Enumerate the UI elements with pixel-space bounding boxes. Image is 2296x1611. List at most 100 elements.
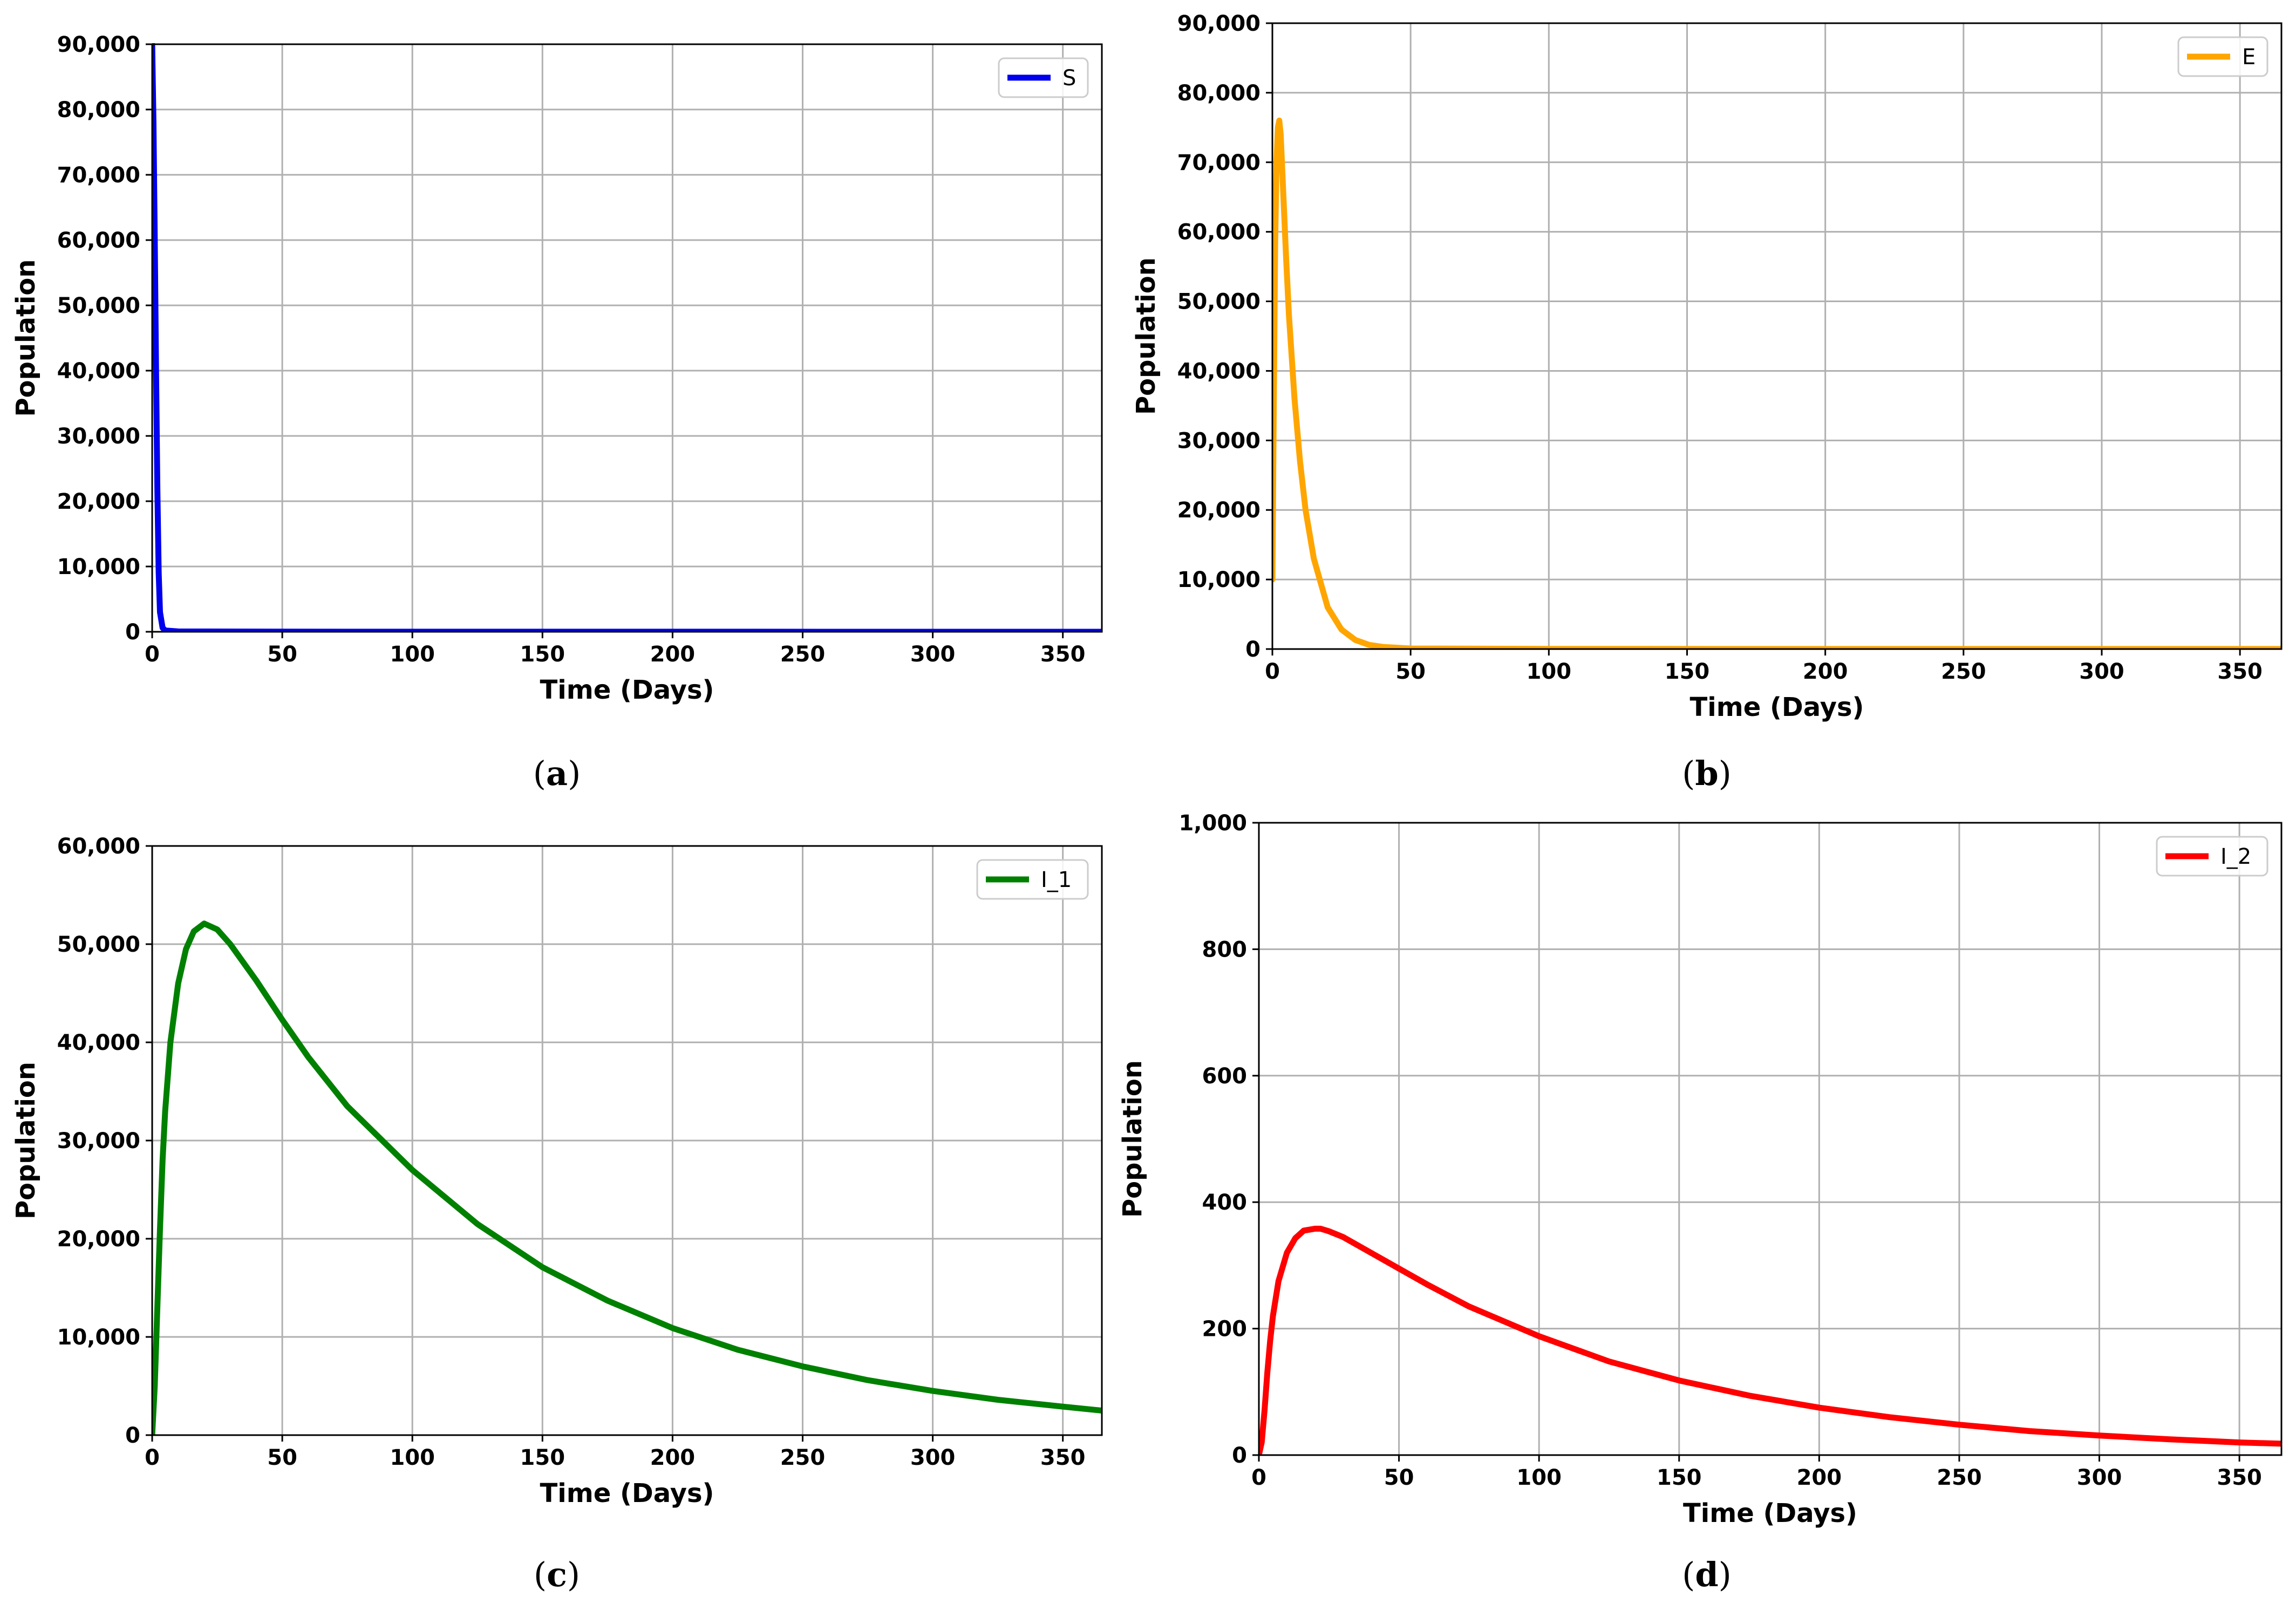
y-tick-label: 90,000 (57, 32, 140, 57)
series-line-S (152, 43, 1102, 632)
x-tick-label: 350 (2217, 1465, 2262, 1490)
plot-frame (151, 43, 1103, 633)
y-tick-label: 80,000 (1177, 81, 1261, 106)
y-tick-label: 90,000 (1177, 11, 1261, 36)
caption-open-paren: ( (533, 754, 546, 793)
series-line-I_1 (152, 920, 1102, 1435)
y-tick-label: 10,000 (1177, 568, 1261, 592)
x-tick-label: 0 (145, 1445, 160, 1470)
y-axis-label: Population (1131, 257, 1161, 415)
legend-label: I_1 (1041, 868, 1072, 892)
x-tick-label: 200 (650, 642, 696, 667)
x-axis-label: Time (Days) (1690, 692, 1864, 722)
y-tick-label: 30,000 (1177, 428, 1261, 453)
legend-label: S (1062, 66, 1076, 91)
y-tick-label: 30,000 (57, 424, 140, 449)
caption-open-paren: ( (1682, 1555, 1695, 1594)
x-tick-label: 0 (1265, 659, 1280, 684)
x-axis-label: Time (Days) (540, 675, 714, 705)
y-tick-label: 20,000 (57, 489, 140, 514)
caption-letter: d (1695, 1555, 1718, 1594)
x-axis-label: Time (Days) (540, 1478, 714, 1508)
x-tick-label: 200 (1803, 659, 1848, 684)
x-tick-label: 50 (1395, 659, 1426, 684)
y-tick-label: 1,000 (1178, 811, 1247, 836)
caption-close-paren: ) (1719, 754, 1732, 793)
caption-close-paren: ) (568, 754, 581, 793)
x-tick-label: 50 (267, 1445, 297, 1470)
y-tick-label: 600 (1202, 1064, 1248, 1089)
x-tick-label: 150 (1665, 659, 1710, 684)
y-tick-label: 60,000 (57, 228, 140, 253)
x-tick-label: 300 (910, 642, 956, 667)
x-tick-label: 300 (2077, 1465, 2122, 1490)
x-tick-label: 50 (1384, 1465, 1414, 1490)
x-tick-label: 200 (650, 1445, 696, 1470)
plot-frame (1258, 822, 2283, 1456)
y-axis-label: Population (1118, 1060, 1148, 1218)
caption-letter: b (1695, 754, 1718, 793)
x-axis-label: Time (Days) (1683, 1498, 1857, 1528)
legend-box (976, 859, 1089, 900)
x-tick-label: 100 (390, 642, 435, 667)
chart-panel-d: 0 50 100 150 200 250 300 350 0 200 400 600 800 1,000 T… (1118, 811, 2283, 1594)
y-tick-label: 60,000 (57, 834, 140, 859)
y-tick-label: 40,000 (57, 1030, 140, 1055)
caption-letter: a (546, 754, 568, 793)
legend: S (998, 57, 1089, 98)
y-axis-label: Population (11, 259, 41, 417)
x-tick-label: 150 (520, 642, 566, 667)
x-tick-label: 200 (1797, 1465, 1842, 1490)
y-tick-label: 70,000 (1177, 151, 1261, 175)
legend-box (2156, 836, 2268, 877)
y-tick-label: 50,000 (57, 932, 140, 957)
chart-panel-a: 0 50 100 150 200 250 300 350 0 10,000 20,000 30,000… (11, 32, 1103, 793)
chart-panel-c: 0 50 100 150 200 250 300 350 0 10,000 20,000 30,000… (11, 834, 1103, 1594)
caption-open-paren: ( (1682, 754, 1695, 793)
y-axis-label: Population (11, 1062, 41, 1219)
legend-label: E (2242, 45, 2256, 70)
legend-label: I_2 (2220, 844, 2251, 869)
y-tick-label: 70,000 (57, 163, 140, 188)
x-tick-label: 100 (1527, 659, 1572, 684)
y-tick-label: 10,000 (57, 555, 140, 579)
x-tick-label: 350 (1040, 1445, 1086, 1470)
panel-caption: (b) (1682, 754, 1732, 793)
x-tick-label: 100 (1516, 1465, 1562, 1490)
y-tick-label: 50,000 (57, 293, 140, 318)
series-line-I_2 (1259, 1225, 2281, 1455)
x-tick-label: 250 (1937, 1465, 1982, 1490)
caption-close-paren: ) (567, 1555, 580, 1594)
y-tick-label: 0 (1245, 637, 1261, 662)
x-tick-label: 150 (1657, 1465, 1702, 1490)
series-line-E (1272, 117, 2281, 649)
x-tick-label: 100 (390, 1445, 435, 1470)
y-tick-label: 0 (125, 620, 140, 645)
y-tick-label: 400 (1202, 1190, 1248, 1215)
panel-caption: (c) (534, 1555, 580, 1594)
panel-caption: (d) (1682, 1555, 1732, 1594)
y-tick-label: 200 (1202, 1317, 1248, 1342)
y-tick-label: 20,000 (1177, 498, 1261, 523)
x-tick-label: 300 (2079, 659, 2124, 684)
legend: I_2 (2156, 836, 2268, 877)
x-tick-label: 250 (780, 1445, 826, 1470)
caption-close-paren: ) (1719, 1555, 1732, 1594)
x-tick-label: 0 (145, 642, 160, 667)
y-tick-label: 0 (125, 1423, 140, 1448)
x-tick-label: 50 (267, 642, 297, 667)
x-tick-label: 350 (1040, 642, 1086, 667)
y-tick-label: 50,000 (1177, 290, 1261, 315)
chart-panel-b: 0 50 100 150 200 250 300 350 0 10,000 20,000 30,000… (1131, 11, 2283, 793)
y-tick-label: 40,000 (1177, 359, 1261, 384)
plot-frame (1271, 22, 2283, 650)
x-tick-label: 250 (1941, 659, 1986, 684)
caption-letter: c (547, 1555, 567, 1594)
caption-open-paren: ( (534, 1555, 547, 1594)
y-tick-label: 60,000 (1177, 220, 1261, 245)
panel-caption: (a) (533, 754, 581, 793)
y-tick-label: 80,000 (57, 98, 140, 122)
x-tick-label: 300 (910, 1445, 956, 1470)
x-tick-label: 0 (1251, 1465, 1266, 1490)
y-tick-label: 0 (1232, 1443, 1247, 1468)
